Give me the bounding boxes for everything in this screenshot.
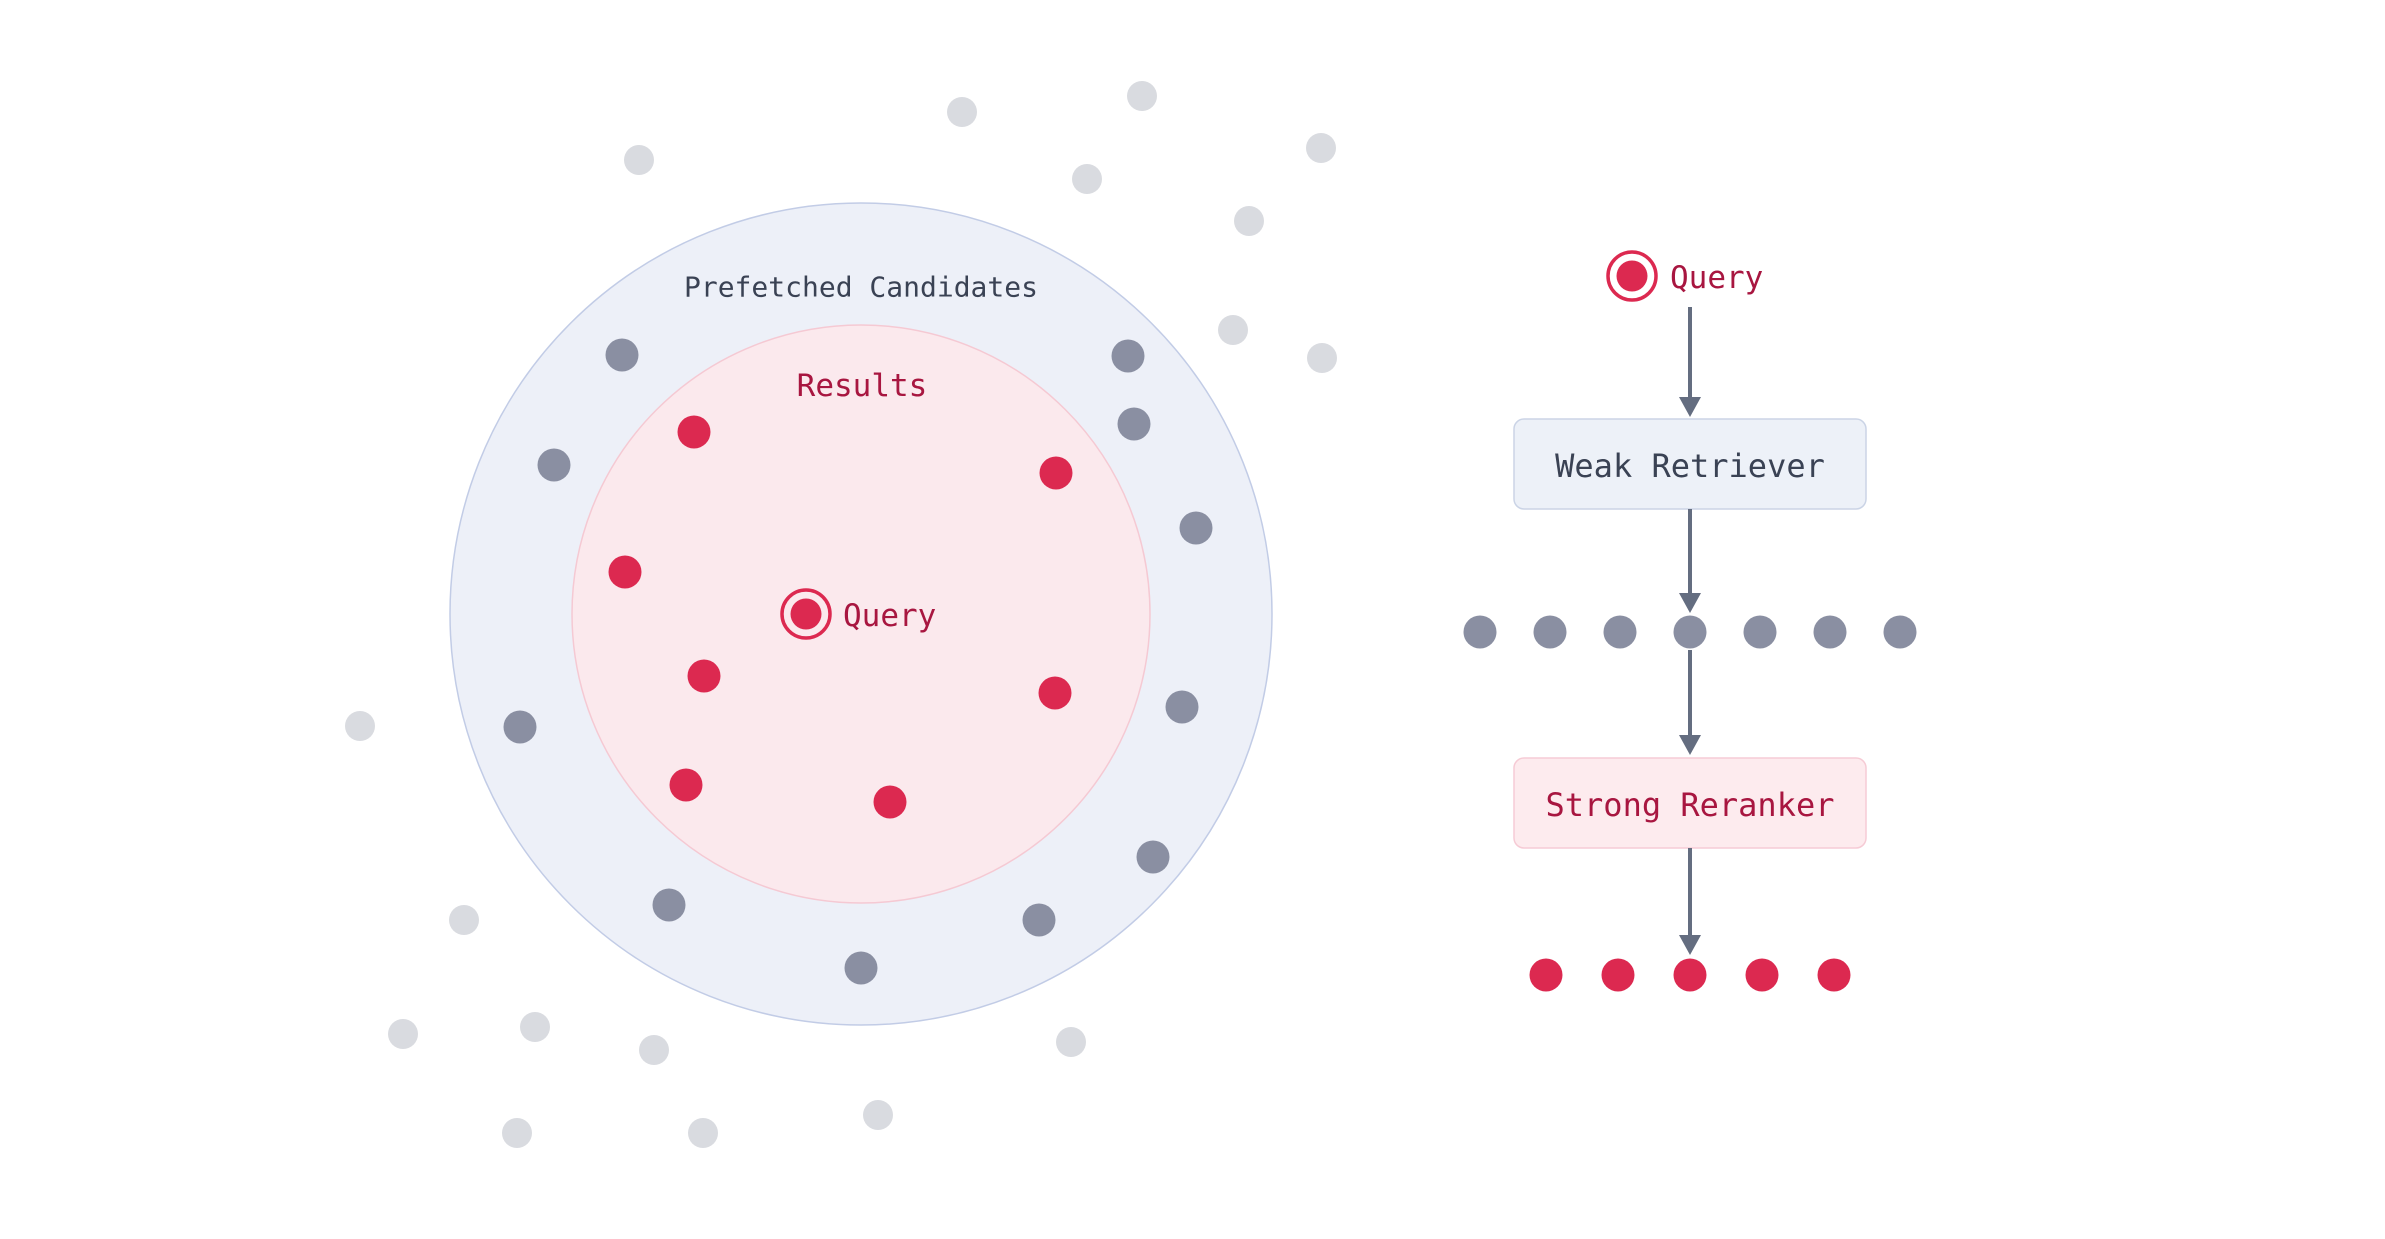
arrow-retriever-to-candidates	[1679, 509, 1701, 613]
arrow-reranker-to-results	[1679, 848, 1701, 955]
arrow-head-icon	[1679, 935, 1701, 955]
result-dot	[608, 555, 642, 589]
query-dot-icon	[790, 598, 822, 630]
venn-panel: Prefetched Candidates Results Query	[345, 81, 1337, 1148]
candidate-dot	[1603, 615, 1637, 649]
prefetched-candidates-label: Prefetched Candidates	[684, 271, 1038, 304]
candidate-dot	[1022, 903, 1056, 937]
candidate-dot	[537, 448, 571, 482]
candidate-dot	[652, 888, 686, 922]
arrow-candidates-to-reranker	[1679, 650, 1701, 755]
result-dots-group	[608, 415, 1073, 819]
unselected-dot	[388, 1019, 418, 1049]
query-ring-icon	[780, 588, 832, 640]
candidate-dot	[1111, 339, 1145, 373]
unselected-dot	[1072, 164, 1102, 194]
result-dot	[1673, 958, 1707, 992]
arrow-head-icon	[1679, 735, 1701, 755]
unselected-dot	[863, 1100, 893, 1130]
result-dot	[1601, 958, 1635, 992]
candidate-dot	[1165, 690, 1199, 724]
unselected-dot	[520, 1012, 550, 1042]
candidate-dot	[1117, 407, 1151, 441]
candidate-dot	[1883, 615, 1917, 649]
unselected-dot	[1234, 206, 1264, 236]
result-dot	[1038, 676, 1072, 710]
query-dot-icon	[1616, 260, 1648, 292]
result-dot	[1817, 958, 1851, 992]
candidate-dot	[1136, 840, 1170, 874]
unselected-dot	[502, 1118, 532, 1148]
candidate-dot	[1179, 511, 1213, 545]
candidate-dot	[503, 710, 537, 744]
weak-retriever-node: Weak Retriever	[1513, 418, 1867, 510]
results-circle	[571, 324, 1151, 904]
result-dot	[1745, 958, 1779, 992]
outside-dots-group	[345, 81, 1337, 1148]
flow-candidate-row	[1463, 615, 1917, 649]
flow-result-row	[1529, 958, 1851, 992]
arrow-query-to-retriever	[1679, 307, 1701, 417]
unselected-dot	[639, 1035, 669, 1065]
candidate-dot	[1673, 615, 1707, 649]
flow-query-marker: Query	[1606, 250, 1763, 302]
unselected-dot	[1127, 81, 1157, 111]
unselected-dot	[1218, 315, 1248, 345]
unselected-dot	[688, 1118, 718, 1148]
venn-query-marker: Query	[780, 588, 936, 640]
query-ring-icon	[1606, 250, 1658, 302]
candidate-dot	[1533, 615, 1567, 649]
arrow-head-icon	[1679, 397, 1701, 417]
unselected-dot	[1306, 133, 1336, 163]
unselected-dot	[947, 97, 977, 127]
results-label: Results	[797, 368, 928, 404]
unselected-dot	[345, 711, 375, 741]
weak-retriever-label: Weak Retriever	[1555, 447, 1825, 485]
pipeline-panel: Query Weak Retriever Strong Reranker	[1463, 250, 1917, 992]
unselected-dot	[1307, 343, 1337, 373]
result-dot	[1039, 456, 1073, 490]
result-dot	[677, 415, 711, 449]
unselected-dot	[624, 145, 654, 175]
result-dot	[873, 785, 907, 819]
candidate-dots-group	[503, 338, 1213, 985]
result-dot	[669, 768, 703, 802]
candidate-dot	[605, 338, 639, 372]
flow-query-label: Query	[1670, 260, 1763, 296]
candidate-dot	[1743, 615, 1777, 649]
arrow-head-icon	[1679, 593, 1701, 613]
strong-reranker-label: Strong Reranker	[1546, 786, 1835, 824]
candidate-dot	[844, 951, 878, 985]
venn-query-label: Query	[843, 598, 936, 634]
strong-reranker-node: Strong Reranker	[1513, 757, 1867, 849]
result-dot	[687, 659, 721, 693]
result-dot	[1529, 958, 1563, 992]
candidate-dot	[1463, 615, 1497, 649]
candidate-dot	[1813, 615, 1847, 649]
unselected-dot	[1056, 1027, 1086, 1057]
unselected-dot	[449, 905, 479, 935]
